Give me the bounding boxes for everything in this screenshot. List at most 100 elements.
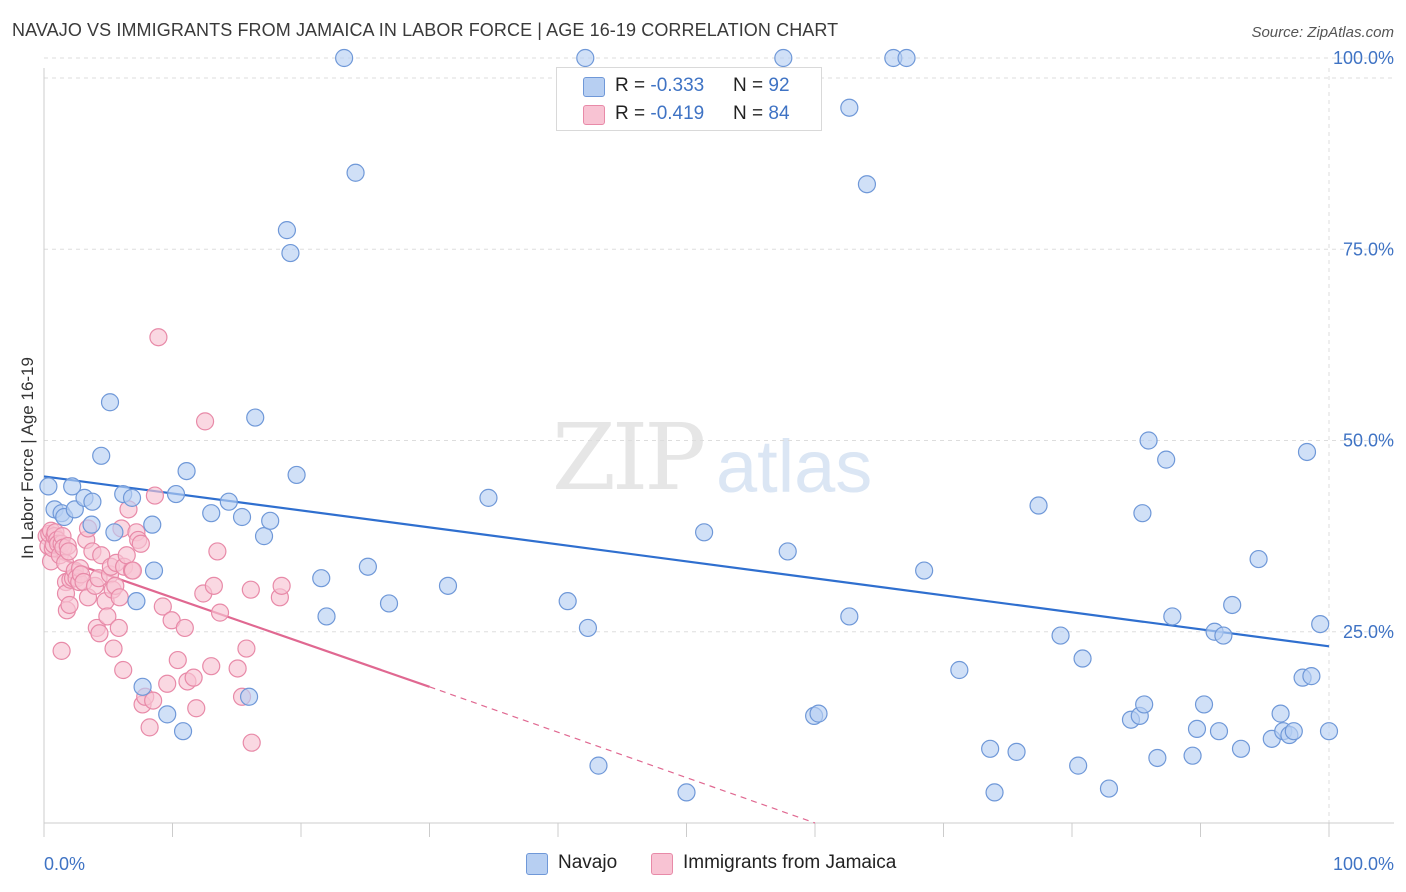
navajo-point [358, 557, 377, 576]
series-jamaica-points [37, 328, 291, 752]
jamaica-point [228, 659, 247, 678]
navajo-point [950, 660, 969, 680]
jamaica-point [114, 660, 133, 680]
trendlines [43, 475, 1330, 824]
tick-labels: 25.0% 50.0% 75.0% 100.0% 0.0% 100.0% [44, 48, 1394, 874]
navajo-point [1223, 595, 1242, 615]
legend-label-jamaica: Immigrants from Jamaica [683, 852, 897, 873]
navajo-point [239, 687, 259, 706]
jamaica-point [208, 542, 227, 561]
navajo-point [438, 576, 458, 595]
jamaica-point [59, 542, 78, 561]
navajo-point [558, 592, 577, 611]
navajo-point [202, 504, 221, 523]
legend-row-jamaica: R = -0.419 N = 84 [557, 101, 821, 129]
navajo-point [158, 705, 177, 724]
navajo-point [1163, 607, 1182, 626]
jamaica-point [153, 597, 172, 616]
x-tick-label-0: 0.0% [44, 854, 85, 874]
y-tick-label-25: 25.0% [1343, 622, 1394, 642]
navajo-point [1051, 626, 1070, 645]
jamaica-point [52, 641, 71, 660]
jamaica-point [60, 595, 79, 615]
navajo-point [1069, 756, 1088, 775]
navajo-point [346, 163, 365, 182]
jamaica-point [184, 668, 203, 687]
navajo-point [39, 477, 58, 496]
legend-n-navajo: N = 92 [733, 75, 790, 96]
legend-row-navajo: R = -0.333 N = 92 [557, 73, 821, 101]
navajo-point [63, 477, 82, 496]
jamaica-point [145, 486, 164, 505]
legend-label-navajo: Navajo [558, 852, 618, 873]
jamaica-trendline-extension [429, 686, 816, 824]
navajo-point [254, 527, 274, 546]
navajo-point [589, 756, 608, 775]
jamaica-point [144, 691, 163, 710]
navajo-point [1194, 695, 1214, 714]
navajo-point [173, 722, 193, 741]
navajo-trendline [43, 475, 1330, 648]
navajo-point [261, 511, 280, 530]
navajo-point [379, 594, 399, 613]
legend-swatch-jamaica-bottom [651, 853, 673, 875]
jamaica-point [140, 718, 159, 737]
navajo-point [1297, 442, 1317, 462]
navajo-point [1209, 722, 1229, 741]
navajo-point [335, 48, 354, 68]
jamaica-point [175, 618, 194, 638]
legend-swatch-navajo-bottom [526, 853, 548, 875]
watermark-atlas: atlas [716, 425, 873, 508]
legend-r-navajo: R = -0.333 [615, 75, 705, 96]
jamaica-point [104, 639, 123, 658]
navajo-point [177, 462, 196, 481]
jamaica-point [110, 588, 129, 607]
navajo-point [1249, 549, 1268, 569]
navajo-point [312, 569, 331, 588]
x-tick-label-100: 100.0% [1333, 854, 1394, 874]
jamaica-point [168, 650, 187, 670]
navajo-point [774, 48, 793, 68]
y-tick-label-100: 100.0% [1333, 48, 1394, 68]
navajo-point [82, 515, 101, 534]
jamaica-point [109, 618, 128, 638]
navajo-point [122, 488, 142, 507]
source-credit: Source: ZipAtlas.com [1251, 24, 1394, 41]
navajo-point [1231, 739, 1251, 758]
navajo-point [246, 408, 265, 427]
jamaica-point [117, 546, 136, 565]
navajo-point [133, 677, 152, 696]
navajo-point [105, 523, 124, 542]
navajo-point [1284, 722, 1303, 741]
navajo-point [287, 465, 306, 485]
navajo-point [840, 607, 859, 626]
navajo-point [1183, 746, 1202, 765]
navajo-point [277, 221, 297, 240]
navajo-point [127, 592, 146, 611]
navajo-point [1302, 667, 1321, 686]
navajo-point [1311, 614, 1330, 634]
jamaica-point [123, 561, 142, 580]
jamaica-point [202, 657, 221, 676]
navajo-point [1029, 496, 1048, 515]
navajo-point [143, 515, 162, 534]
navajo-point [576, 48, 595, 68]
jamaica-point [272, 576, 291, 595]
navajo-point [695, 523, 714, 542]
navajo-point [1157, 450, 1176, 469]
jamaica-point [187, 699, 206, 718]
legend-n-jamaica: N = 84 [733, 103, 790, 124]
navajo-point [1148, 748, 1167, 768]
jamaica-point [237, 639, 256, 658]
navajo-point [857, 175, 877, 194]
navajo-point [1007, 742, 1026, 761]
navajo-point [281, 243, 300, 263]
jamaica-point [242, 733, 261, 752]
navajo-point [1271, 704, 1290, 723]
legend-swatch-navajo [583, 77, 605, 97]
navajo-point [981, 739, 1000, 758]
navajo-point [897, 48, 916, 68]
navajo-point [809, 704, 828, 723]
navajo-point [166, 484, 186, 504]
